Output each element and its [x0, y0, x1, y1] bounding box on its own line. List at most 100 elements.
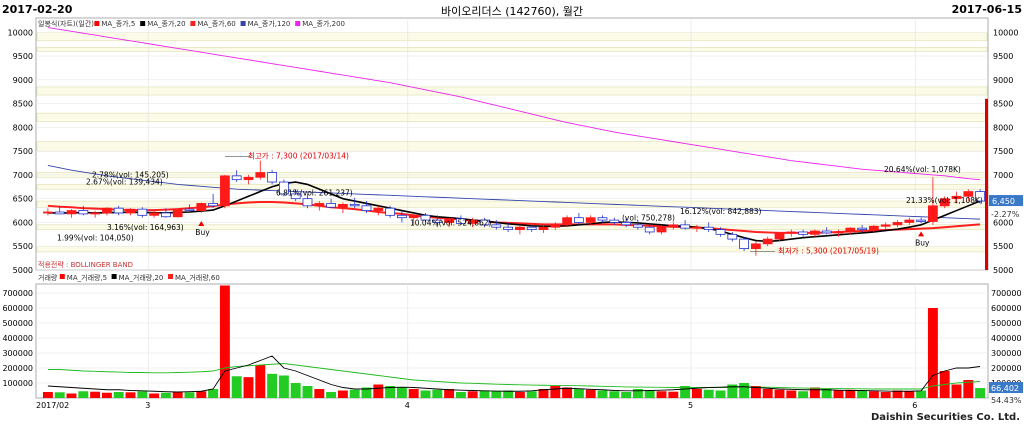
- volume-legend-item: MA_거래량,60: [175, 273, 220, 282]
- resistance-band: [36, 141, 988, 152]
- candle-body: [137, 208, 148, 216]
- volume-tick-right: 300000: [991, 349, 1022, 358]
- candle-body: [78, 210, 89, 215]
- ma200-line: [47, 27, 981, 181]
- volume-bar: [526, 391, 537, 398]
- volume-bar: [857, 390, 868, 398]
- candle-body: [408, 214, 419, 219]
- volume-bar: [809, 387, 820, 398]
- price-tick-left: 7500: [13, 147, 33, 156]
- candle-body: [892, 222, 903, 226]
- volume-bar: [255, 365, 266, 398]
- price-tick-left: 9500: [13, 52, 33, 61]
- candle-body: [184, 208, 195, 211]
- price-annotation: 2.78%(vol: 145,205): [92, 171, 169, 180]
- chart-header: 2017-02-20 바이오리더스 (142760), 월간 2017-06-1…: [0, 0, 1024, 18]
- candle-body: [562, 217, 572, 226]
- volume-bar: [479, 390, 490, 398]
- price-tick-right: 5000: [993, 266, 1013, 275]
- candle-body: [810, 230, 820, 235]
- end-date: 2017-06-15: [951, 3, 1022, 16]
- legend-swatch: [94, 21, 100, 26]
- volume-bar: [408, 389, 419, 398]
- candle-body: [149, 212, 159, 216]
- volume-tick-right: 600000: [991, 304, 1022, 313]
- price-tick-left: 9000: [13, 76, 33, 85]
- volume-bar: [538, 389, 549, 398]
- candle-body: [869, 225, 879, 230]
- candle-body: [715, 229, 726, 235]
- price-legend-item: 일봉식(자트)(일간): [38, 19, 94, 28]
- volume-bar: [975, 388, 986, 398]
- candle-body: [113, 207, 124, 214]
- volume-bar: [278, 375, 289, 398]
- candle-body: [279, 181, 289, 195]
- resistance-band: [36, 184, 988, 190]
- volume-bar: [349, 389, 360, 398]
- resistance-band: [36, 200, 988, 208]
- volume-bar: [609, 391, 620, 398]
- volume-bar: [916, 390, 927, 398]
- volume-bar: [503, 390, 514, 398]
- volume-tick-right: 700000: [991, 289, 1022, 298]
- volume-bar: [715, 390, 726, 398]
- price-annotation: 6.81%(vol: 261,237): [276, 189, 353, 198]
- candle-body: [90, 212, 100, 215]
- volume-bar: [373, 384, 384, 398]
- price-tick-right: 6000: [993, 218, 1013, 227]
- price-legend-item: MA_종가,200: [302, 19, 345, 28]
- volume-bar: [219, 285, 230, 398]
- volume-bar: [963, 380, 974, 398]
- candle-body: [373, 207, 384, 211]
- volume-legend-item: MA_거래량,5: [67, 273, 107, 282]
- candle-body: [220, 175, 230, 207]
- volume-bar: [562, 387, 573, 398]
- volume-bar: [231, 376, 242, 398]
- price-tick-left: 5500: [13, 242, 33, 251]
- volume-bar: [691, 389, 702, 398]
- candle-body: [456, 218, 466, 224]
- candle-body: [644, 226, 655, 233]
- candle-body: [432, 219, 443, 223]
- candle-body: [703, 226, 714, 230]
- candle-body: [54, 211, 65, 215]
- candle-body: [161, 212, 171, 218]
- price-change: -2.27%: [991, 210, 1020, 219]
- price-tick-left: 5000: [13, 266, 33, 275]
- candle-body: [255, 172, 266, 178]
- company-name: Daishin Securities Co. Ltd.: [871, 412, 1020, 423]
- candle-body: [574, 217, 584, 223]
- candle-body: [821, 230, 832, 234]
- volume-bar: [845, 389, 856, 398]
- legend-swatch: [168, 274, 173, 279]
- price-annotation: 3.16%(vol: 164,963): [107, 223, 184, 232]
- candle-body: [939, 198, 950, 207]
- volume-bar: [644, 390, 655, 398]
- candle-body: [66, 210, 77, 215]
- candle-body: [774, 232, 785, 240]
- volume-bar: [326, 392, 337, 398]
- volume-bar: [420, 390, 431, 398]
- candle-body: [196, 203, 207, 211]
- volume-bar: [432, 389, 443, 398]
- price-legend-item: MA_종가,60: [197, 19, 235, 28]
- chart-title: 바이오리더스 (142760), 월간: [440, 5, 584, 18]
- candle-body: [680, 224, 690, 229]
- volume-bar: [149, 393, 160, 398]
- volume-bar: [951, 384, 962, 398]
- x-axis-label: 4: [405, 401, 410, 410]
- start-date: 2017-02-20: [2, 3, 73, 16]
- volume-bar: [208, 389, 219, 398]
- volume-bar: [455, 392, 466, 398]
- last-volume-value: 66,402: [991, 384, 1019, 393]
- price-annotation: 최고가 : 7,300 (2017/03/14): [248, 151, 349, 161]
- candle-body: [762, 238, 773, 245]
- volume-tick-right: 200000: [991, 364, 1022, 373]
- candle-body: [125, 208, 136, 214]
- buy-arrow: [198, 220, 205, 226]
- price-legend-item: MA_종가,20: [147, 19, 185, 28]
- volume-bar: [904, 391, 915, 398]
- volume-tick-left: 400000: [2, 334, 33, 343]
- x-axis-label: 3: [145, 401, 150, 410]
